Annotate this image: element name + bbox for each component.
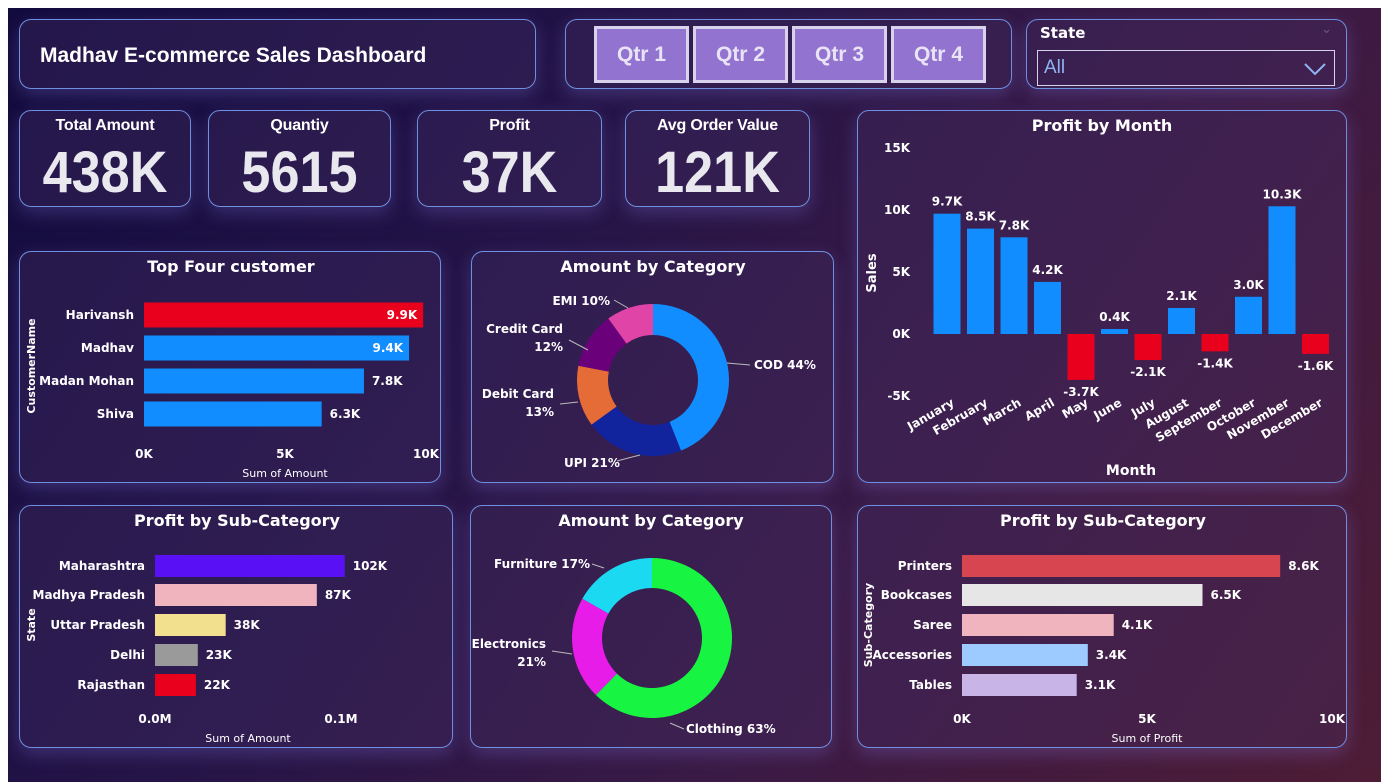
profit-by-month-chart xyxy=(857,110,1347,483)
top-customer-chart xyxy=(19,251,441,483)
kpi-total-amount: Total Amount 438K xyxy=(19,110,191,207)
profit-by-state-chart xyxy=(19,505,453,748)
kpi-quantity: Quantiy 5615 xyxy=(208,110,391,207)
amount-by-category-chart-2 xyxy=(470,505,832,748)
kpi-label: Quantiy xyxy=(270,117,329,134)
kpi-profit: Profit 37K xyxy=(417,110,602,207)
kpi-label: Profit xyxy=(489,117,530,134)
kpi-label: Total Amount xyxy=(55,117,155,134)
quarter-slicer: Qtr 1 Qtr 2 Qtr 3 Qtr 4 xyxy=(565,19,1012,89)
title-panel: Madhav E-commerce Sales Dashboard xyxy=(19,19,536,89)
qtr-1-button[interactable]: Qtr 1 xyxy=(594,26,689,83)
kpi-value: 121K xyxy=(655,140,780,205)
page-title: Madhav E-commerce Sales Dashboard xyxy=(40,44,427,67)
qtr-4-button[interactable]: Qtr 4 xyxy=(891,26,986,83)
kpi-label: Avg Order Value xyxy=(657,117,778,134)
kpi-avg-order-value: Avg Order Value 121K xyxy=(625,110,810,207)
kpi-value: 37K xyxy=(461,140,558,205)
amount-by-category-chart-1 xyxy=(471,251,834,483)
state-dropdown-value: All xyxy=(1044,57,1066,78)
qtr-2-button[interactable]: Qtr 2 xyxy=(693,26,788,83)
state-dropdown[interactable]: All xyxy=(1037,50,1335,86)
chevron-down-icon[interactable]: ⌄ xyxy=(1321,22,1332,37)
chevron-down-icon xyxy=(1304,63,1326,76)
state-slicer: State ⌄ All xyxy=(1026,19,1347,89)
qtr-3-button[interactable]: Qtr 3 xyxy=(792,26,887,83)
state-slicer-label: State xyxy=(1040,24,1086,42)
profit-by-subcategory-chart xyxy=(857,505,1347,748)
kpi-value: 5615 xyxy=(241,140,358,205)
kpi-value: 438K xyxy=(42,140,168,205)
